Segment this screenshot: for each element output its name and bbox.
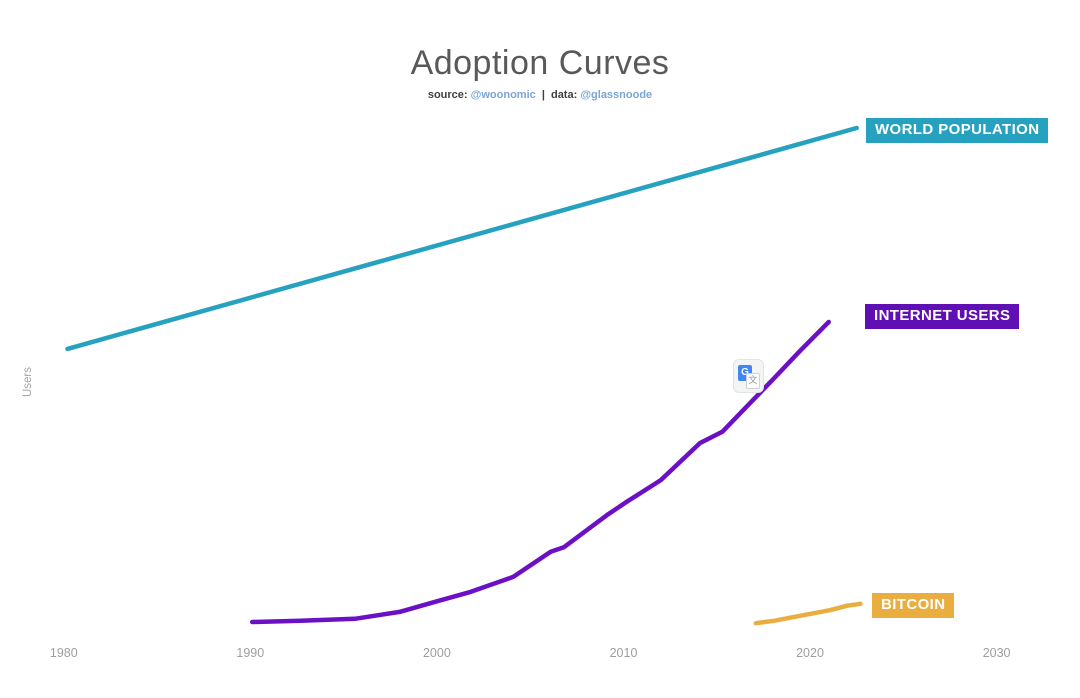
chart-title: Adoption Curves	[410, 44, 670, 82]
bitcoin-series-label: BITCOIN	[872, 593, 955, 618]
x-tick-label-2030: 2030	[982, 646, 1011, 660]
source-handle-link[interactable]: @woonomic	[470, 89, 536, 101]
series-line-world-population	[65, 125, 859, 352]
x-tick-label-1980: 1980	[49, 646, 78, 660]
chart-subtitle: source: @woonomic | data: @glassnoode	[0, 89, 1080, 101]
data-handle-link[interactable]: @glassnoode	[580, 89, 653, 101]
world-population-series-label: WORLD POPULATION	[866, 118, 1049, 143]
series-line-internet-users	[249, 319, 831, 625]
data-label: data:	[550, 89, 578, 101]
x-tick-label-2020: 2020	[796, 646, 824, 660]
series-line-bitcoin	[753, 601, 863, 626]
x-tick-label-1990: 1990	[236, 646, 265, 660]
x-tick-label-2000: 2000	[422, 646, 451, 660]
y-axis-label: Users	[22, 366, 34, 398]
x-tick-label-2010: 2010	[609, 646, 638, 660]
google-translate-icon[interactable]: G 文	[733, 359, 764, 393]
internet-users-series-label: INTERNET USERS	[865, 304, 1020, 329]
source-label: source:	[427, 89, 468, 101]
subtitle-separator: |	[541, 89, 545, 101]
translate-char-glyph: 文	[746, 373, 760, 389]
